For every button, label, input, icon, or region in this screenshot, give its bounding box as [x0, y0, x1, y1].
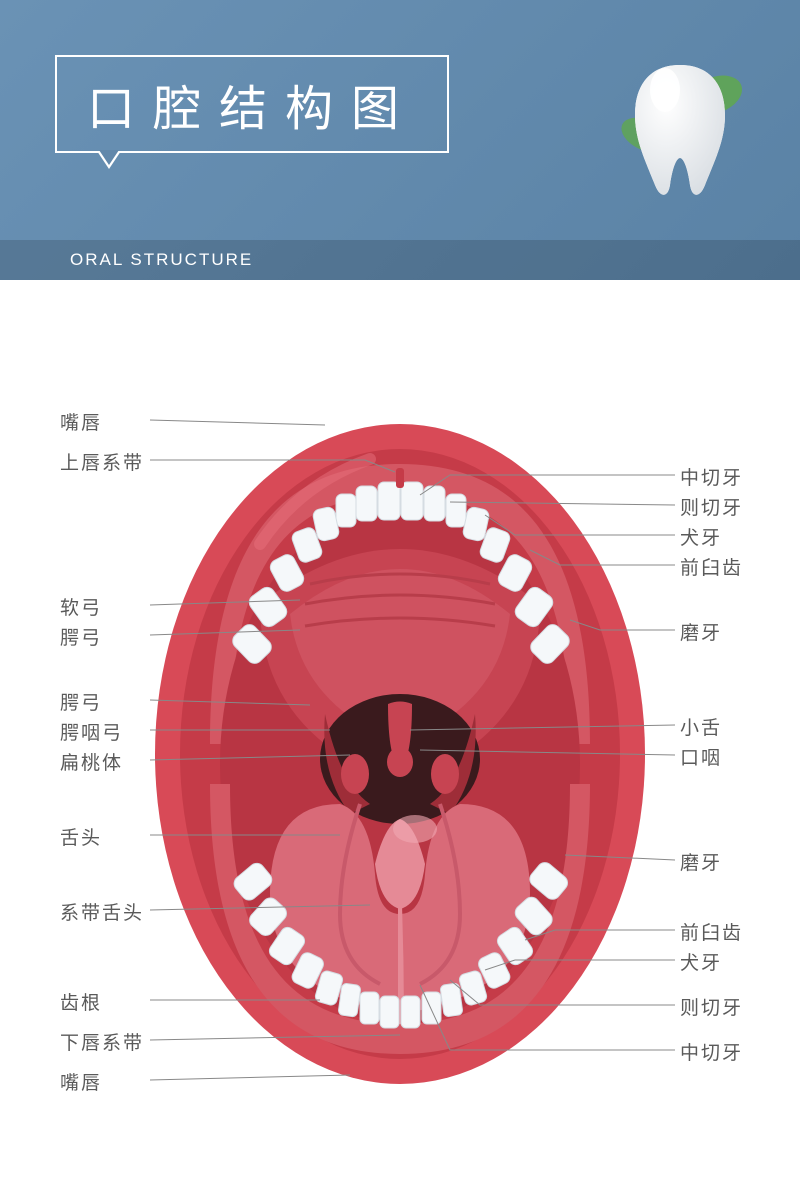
subtitle-bar: ORAL STRUCTURE: [0, 240, 800, 280]
page-title: 口腔结构图: [87, 83, 417, 136]
anatomy-label: 前臼齿: [680, 553, 743, 580]
anatomy-label: 中切牙: [680, 463, 743, 490]
anatomy-label: 嘴唇: [60, 1068, 102, 1095]
anatomy-label: 扁桃体: [60, 748, 123, 775]
anatomy-label: 腭弓: [60, 688, 102, 715]
subtitle: ORAL STRUCTURE: [70, 250, 253, 270]
anatomy-label: 下唇系带: [60, 1028, 144, 1055]
anatomy-label: 犬牙: [680, 948, 722, 975]
anatomy-label: 则切牙: [680, 493, 743, 520]
anatomy-label: 磨牙: [680, 618, 722, 645]
anatomy-label: 小舌: [680, 713, 722, 740]
title-box: 口腔结构图: [55, 55, 449, 153]
header: 口腔结构图 ORAL STRUCTURE: [0, 0, 800, 280]
mouth-illustration: [140, 404, 660, 1104]
anatomy-label: 犬牙: [680, 523, 722, 550]
anatomy-label: 腭弓: [60, 623, 102, 650]
anatomy-label: 则切牙: [680, 993, 743, 1020]
anatomy-label: 中切牙: [680, 1038, 743, 1065]
anatomy-label: 腭咽弓: [60, 718, 123, 745]
anatomy-label: 口咽: [680, 743, 722, 770]
oral-diagram: 嘴唇上唇系带软弓腭弓腭弓腭咽弓扁桃体舌头系带舌头齿根下唇系带嘴唇中切牙则切牙犬牙…: [0, 280, 800, 1199]
anatomy-label: 舌头: [60, 823, 102, 850]
anatomy-label: 系带舌头: [60, 898, 144, 925]
anatomy-label: 上唇系带: [60, 448, 144, 475]
tooth-icon: [610, 40, 750, 200]
anatomy-label: 软弓: [60, 593, 102, 620]
anatomy-label: 齿根: [60, 988, 102, 1015]
anatomy-label: 磨牙: [680, 848, 722, 875]
anatomy-label: 嘴唇: [60, 408, 102, 435]
anatomy-label: 前臼齿: [680, 918, 743, 945]
